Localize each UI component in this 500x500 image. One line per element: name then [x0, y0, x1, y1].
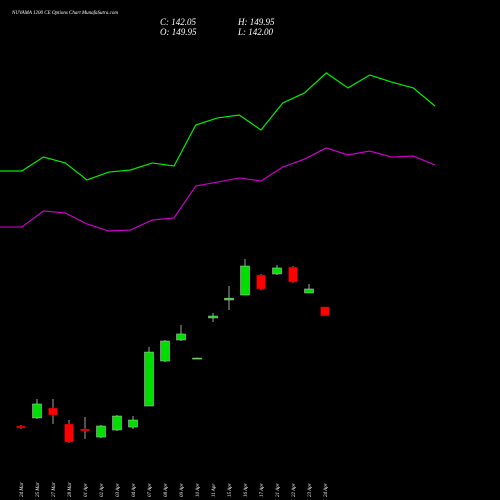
candle-body	[80, 428, 90, 432]
candle-body	[288, 266, 298, 283]
x-tick-label: 23 Apr	[308, 483, 313, 497]
candle-body	[96, 425, 106, 438]
high-label: H: 149.95	[237, 17, 275, 27]
candle-body	[32, 403, 42, 419]
candle-body	[48, 407, 58, 416]
x-tick-label: 17 Apr	[260, 483, 265, 497]
indicator-line	[0, 72, 436, 181]
candle-body	[304, 288, 314, 294]
x-tick-label: 07 Apr	[148, 483, 153, 497]
x-tick-label: 04 Apr	[132, 483, 137, 497]
x-tick-label: 27 Mar	[52, 482, 57, 497]
x-tick-label: 02 Apr	[100, 483, 105, 497]
indicator-line	[0, 147, 436, 232]
x-tick-label: 11 Apr	[212, 484, 217, 497]
candle-body	[320, 306, 330, 317]
candle-body	[160, 340, 170, 362]
candle-body	[128, 419, 138, 428]
close-label: C: 142.05	[160, 17, 197, 27]
candle-body	[192, 357, 202, 360]
x-tick-label: 15 Apr	[228, 483, 233, 497]
x-tick-label: 21 Apr	[276, 483, 281, 497]
candle-body	[16, 425, 26, 429]
x-tick-label: 03 Apr	[116, 483, 121, 497]
candle-body	[208, 315, 218, 319]
x-tick-label: 24 Mar	[20, 482, 25, 497]
x-tick-label: 25 Mar	[36, 482, 41, 497]
x-tick-label: 09 Apr	[180, 483, 185, 497]
candle-body	[144, 351, 154, 407]
candle-body	[176, 333, 186, 341]
open-label: O: 149.95	[160, 27, 197, 37]
candle-body	[240, 265, 250, 296]
low-label: L: 142.00	[237, 27, 274, 37]
candle-body	[272, 267, 282, 275]
chart-title: NUVAMA 1200 CE Options Chart MunafaSutra…	[11, 11, 118, 16]
x-tick-label: 16 Apr	[244, 483, 249, 497]
candle-body	[256, 274, 266, 290]
x-tick-label: 01 Apr	[84, 483, 89, 497]
candle-body	[112, 415, 122, 431]
candle-body	[224, 297, 234, 301]
x-tick-label: 22 Apr	[292, 483, 297, 497]
x-tick-label: 10 Apr	[196, 483, 201, 497]
x-tick-label: 24 Apr	[324, 483, 329, 497]
x-tick-label: 08 Apr	[164, 483, 169, 497]
candle-body	[64, 423, 74, 443]
x-tick-label: 28 Mar	[68, 482, 73, 497]
